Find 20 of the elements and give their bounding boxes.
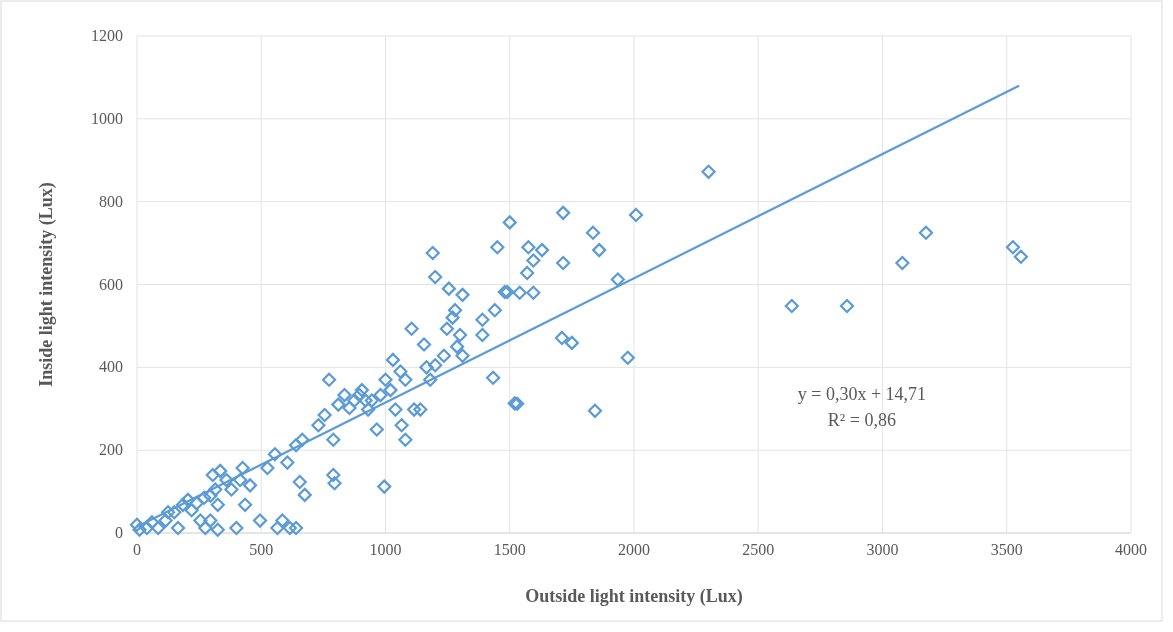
x-tick-label: 3000 bbox=[866, 541, 899, 558]
y-tick-label: 0 bbox=[115, 524, 123, 541]
y-tick-label: 200 bbox=[99, 441, 123, 459]
y-tick-label: 1000 bbox=[91, 109, 123, 127]
annotation: R² = 0,86 bbox=[827, 410, 896, 431]
x-tick-label: 2000 bbox=[618, 541, 650, 558]
x-tick-label: 0 bbox=[133, 541, 141, 558]
x-tick-label: 2500 bbox=[742, 541, 775, 558]
x-tick-label: 3500 bbox=[990, 541, 1023, 558]
annotation: y = 0,30x + 14,71 bbox=[797, 384, 927, 405]
y-tick-label: 400 bbox=[99, 358, 123, 376]
x-axis-title: Outside light intensity (Lux) bbox=[525, 586, 743, 607]
x-tick-label: 1500 bbox=[493, 541, 526, 558]
y-tick-label: 1200 bbox=[91, 27, 123, 44]
y-tick-label: 600 bbox=[99, 275, 123, 293]
y-tick-label: 800 bbox=[99, 192, 123, 210]
x-tick-label: 500 bbox=[249, 541, 274, 558]
x-tick-label: 4000 bbox=[1115, 541, 1147, 558]
x-tick-label: 1000 bbox=[369, 541, 402, 558]
y-axis-title: Inside light intensity (Lux) bbox=[36, 182, 57, 387]
